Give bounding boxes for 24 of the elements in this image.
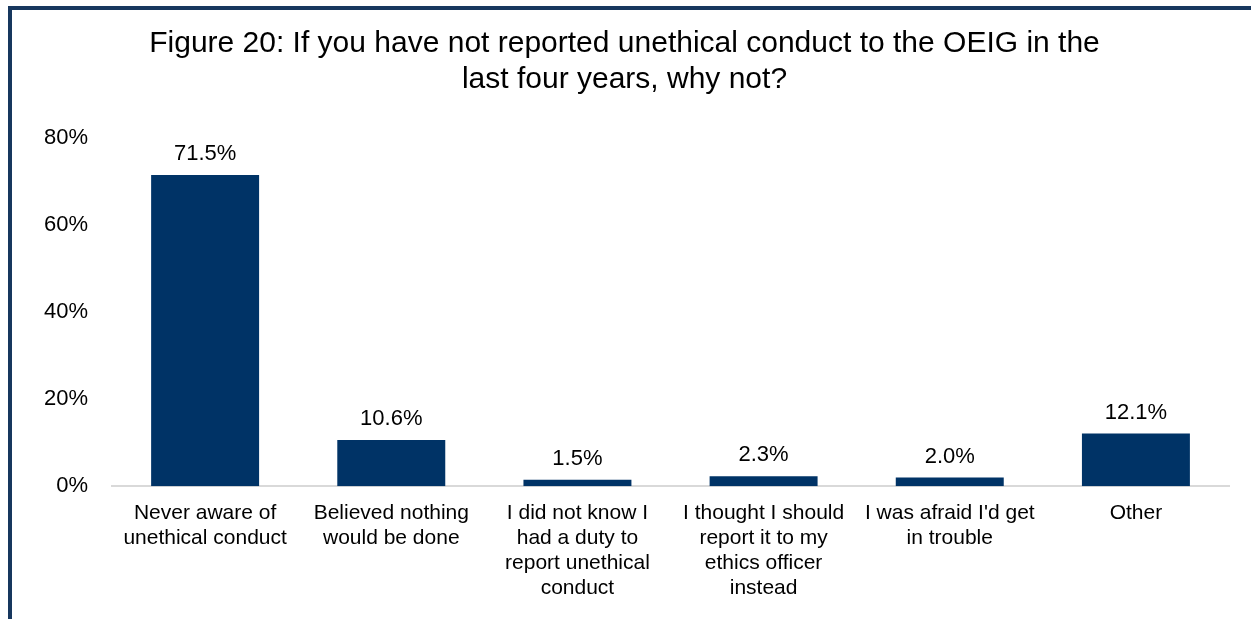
bar (709, 476, 818, 487)
bar (1081, 433, 1190, 487)
bar (523, 479, 632, 487)
bar (151, 175, 260, 487)
data-label: 71.5% (173, 140, 237, 166)
y-tick-label: 20% (43, 385, 89, 411)
x-tick-label: I thought I should report it to my ethics officer instead (683, 499, 845, 599)
x-tick-label: I did not know I had a duty to report unethical conduct (505, 499, 650, 599)
chart-title: Figure 20: If you have not reported unethical conduct to the OEIG in the last four years, why not? (149, 25, 1100, 95)
x-tick-label: I was afraid I'd get in trouble (864, 499, 1035, 548)
data-label: 10.6% (360, 405, 423, 431)
data-label: 1.5% (552, 444, 603, 470)
y-tick-label: 0% (56, 472, 89, 498)
data-label: 2.3% (738, 441, 789, 467)
x-tick-label: Believed nothing would be done (313, 499, 469, 548)
bar (337, 440, 446, 487)
bar (895, 477, 1004, 487)
y-tick-label: 80% (43, 124, 89, 150)
x-tick-label: Other (1109, 499, 1163, 523)
data-label: 12.1% (1104, 398, 1168, 424)
y-tick-label: 60% (43, 211, 89, 237)
data-label: 2.0% (924, 442, 975, 468)
x-tick-label: Never aware of unethical conduct (123, 499, 287, 548)
y-tick-label: 40% (43, 298, 89, 324)
